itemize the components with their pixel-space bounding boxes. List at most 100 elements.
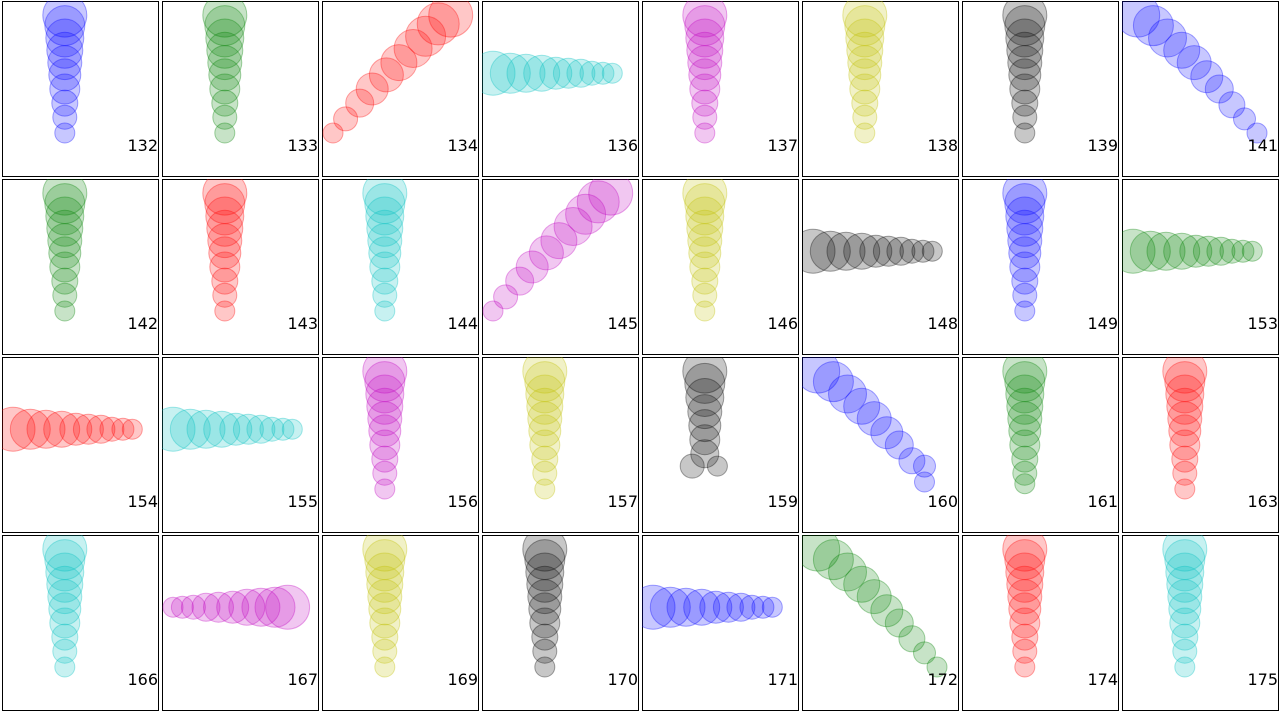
scatter-point bbox=[1005, 18, 1045, 58]
scatter-point bbox=[884, 430, 914, 460]
scatter-point bbox=[355, 72, 389, 106]
scatter-point bbox=[162, 596, 184, 618]
scatter-point bbox=[913, 454, 936, 478]
scatter-point bbox=[374, 478, 396, 500]
scatter-point bbox=[1012, 638, 1038, 664]
scatter-point bbox=[685, 196, 725, 236]
scatter-point bbox=[601, 62, 623, 84]
scatter-point bbox=[812, 361, 854, 403]
scatter-point bbox=[367, 401, 403, 437]
scatter-point bbox=[1007, 401, 1043, 437]
scatter-point bbox=[1006, 387, 1044, 425]
panel-number: 132 bbox=[127, 136, 158, 155]
scatter-point bbox=[46, 31, 84, 69]
scatter-point bbox=[371, 267, 399, 295]
scatter-point bbox=[682, 179, 728, 216]
panel-160: 160 bbox=[802, 357, 959, 533]
scatter-point bbox=[884, 608, 914, 638]
scatter-point bbox=[843, 232, 881, 270]
scatter-point bbox=[45, 196, 85, 236]
scatter-point bbox=[371, 445, 399, 473]
panel-number: 163 bbox=[1247, 492, 1278, 511]
scatter-point bbox=[870, 416, 904, 450]
scatter-point bbox=[205, 196, 245, 236]
scatter-point bbox=[47, 223, 83, 259]
panel-frame bbox=[962, 535, 1119, 711]
scatter-point bbox=[86, 414, 116, 444]
panel-frame bbox=[482, 179, 639, 355]
scatter-point bbox=[688, 236, 722, 270]
scatter-point bbox=[684, 362, 726, 404]
scatter-point bbox=[1002, 1, 1048, 38]
scatter-point bbox=[809, 230, 851, 272]
panel-number: 154 bbox=[127, 492, 158, 511]
scatter-point bbox=[1171, 445, 1199, 473]
scatter-point bbox=[207, 223, 243, 259]
scatter-point bbox=[688, 409, 722, 443]
scatter-point bbox=[43, 410, 81, 448]
scatter-point bbox=[534, 478, 556, 500]
scatter-point bbox=[1011, 623, 1039, 651]
scatter-point bbox=[812, 539, 854, 581]
scatter-point bbox=[212, 282, 238, 308]
scatter-point bbox=[368, 592, 402, 626]
panel-number: 138 bbox=[927, 136, 958, 155]
scatter-point bbox=[849, 73, 881, 105]
scatter-point bbox=[367, 579, 403, 615]
scatter-point bbox=[1014, 300, 1036, 322]
scatter-point bbox=[846, 31, 884, 69]
scatter-point bbox=[366, 209, 404, 247]
scatter-point bbox=[206, 209, 244, 247]
scatter-point bbox=[405, 15, 447, 57]
scatter-point bbox=[1008, 236, 1042, 270]
scatter-point bbox=[566, 58, 596, 88]
scatter-point bbox=[522, 357, 568, 394]
scatter-point bbox=[1012, 104, 1038, 130]
scatter-point bbox=[666, 587, 706, 627]
scatter-point bbox=[525, 552, 565, 592]
scatter-point bbox=[525, 374, 565, 414]
scatter-point bbox=[689, 73, 721, 105]
scatter-point bbox=[204, 183, 246, 225]
scatter-point bbox=[694, 300, 716, 322]
scatter-point bbox=[1174, 478, 1196, 500]
scatter-point bbox=[1190, 60, 1224, 94]
scatter-point bbox=[1011, 267, 1039, 295]
scatter-point bbox=[1004, 361, 1046, 403]
scatter-point bbox=[1169, 429, 1201, 461]
scatter-point bbox=[259, 416, 285, 442]
scatter-point bbox=[1219, 238, 1245, 264]
panel-number: 170 bbox=[607, 670, 638, 689]
scatter-point bbox=[372, 282, 398, 308]
scatter-point bbox=[1172, 638, 1198, 664]
scatter-point bbox=[369, 607, 401, 639]
panel-number: 172 bbox=[927, 670, 958, 689]
scatter-point bbox=[365, 374, 405, 414]
scatter-point bbox=[692, 282, 718, 308]
scatter-point bbox=[553, 207, 593, 246]
panel-number: 144 bbox=[447, 314, 478, 333]
scatter-point bbox=[366, 565, 404, 603]
scatter-point bbox=[362, 357, 408, 394]
scatter-point bbox=[689, 251, 721, 283]
panel-frame bbox=[802, 1, 959, 177]
scatter-point bbox=[848, 58, 882, 92]
panel-number: 141 bbox=[1247, 136, 1278, 155]
scatter-point bbox=[208, 236, 242, 270]
scatter-point bbox=[531, 445, 559, 473]
scatter-point bbox=[911, 239, 935, 263]
panel-133: 133 bbox=[162, 1, 319, 177]
scatter-point bbox=[214, 122, 236, 144]
scatter-point bbox=[1005, 552, 1045, 592]
scatter-point bbox=[685, 18, 725, 58]
scatter-point bbox=[692, 104, 718, 130]
scatter-point bbox=[576, 180, 620, 224]
scatter-point bbox=[1233, 107, 1256, 131]
scatter-point bbox=[1004, 183, 1046, 225]
scatter-point bbox=[1009, 429, 1041, 461]
scatter-point bbox=[206, 31, 244, 69]
scatter-point bbox=[228, 588, 266, 626]
scatter-point bbox=[852, 104, 878, 130]
scatter-point bbox=[1122, 1, 1161, 38]
